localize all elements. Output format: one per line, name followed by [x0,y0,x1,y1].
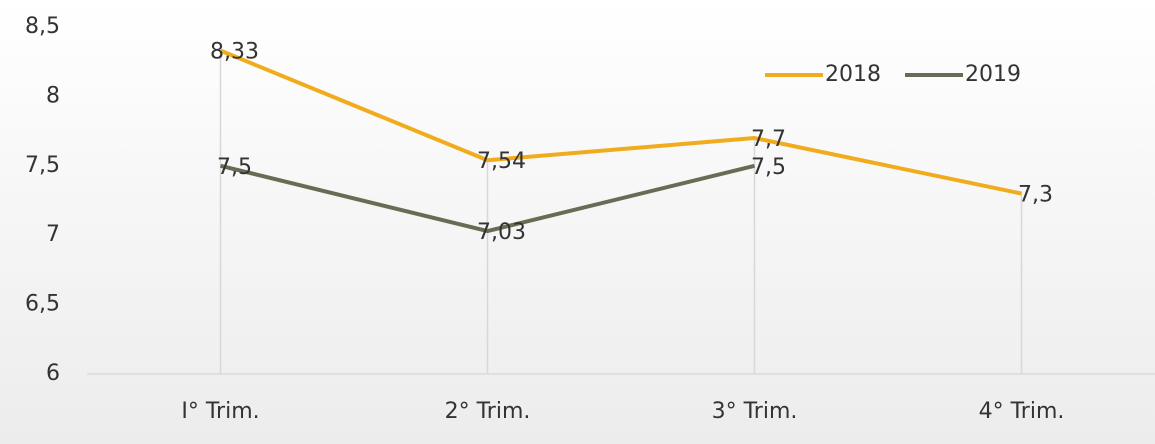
x-tick-label: 3° Trim. [712,399,798,424]
y-tick-label: 6 [46,361,60,386]
data-label: 8,33 [210,40,259,65]
y-tick-label: 7,5 [25,153,60,178]
legend-label: 2019 [965,62,1021,87]
y-tick-label: 7 [46,222,60,247]
y-tick-label: 8,5 [25,14,60,39]
series-line [219,48,1022,196]
data-label: 7,3 [1018,183,1053,208]
y-tick-label: 6,5 [25,292,60,317]
y-tick-label: 8 [46,83,60,108]
x-tick-label: I° Trim. [181,399,259,424]
data-label: 7,5 [751,155,786,180]
x-tick-label: 2° Trim. [445,399,531,424]
data-label: 7,03 [477,220,526,245]
x-tick-label: 4° Trim. [979,399,1065,424]
series-line [220,163,755,234]
data-label: 7,5 [217,155,252,180]
data-label: 7,54 [477,149,526,174]
legend-label: 2018 [825,62,881,87]
data-label: 7,7 [751,127,786,152]
